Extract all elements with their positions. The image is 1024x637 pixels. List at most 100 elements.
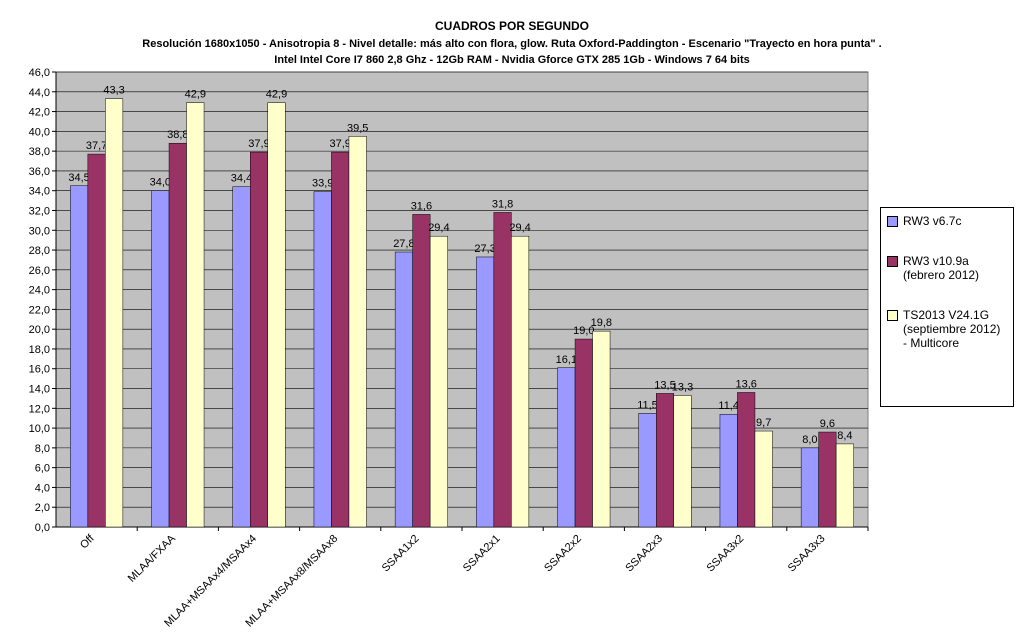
y-tick-label: 16,0 — [29, 364, 50, 376]
x-tick-label: MLAA+MSAAx8/MSAAx8 — [243, 533, 340, 630]
y-tick-label: 18,0 — [29, 344, 50, 356]
legend-label: RW3 v10.9a (febrero 2012) — [903, 254, 980, 282]
y-tick-label: 40,0 — [29, 126, 50, 138]
value-label: 38,8 — [167, 129, 188, 141]
bar — [673, 395, 692, 528]
legend-item: TS2013 V24.1G (septiembre 2012) - Multic… — [887, 308, 1007, 350]
chart-subtitle: Resolución 1680x1050 - Anisotropia 8 - N… — [142, 38, 881, 50]
bar — [105, 98, 124, 528]
value-label: 34,4 — [231, 173, 252, 185]
bar — [87, 153, 106, 528]
bar — [754, 430, 773, 528]
y-tick-label: 36,0 — [29, 166, 50, 178]
value-label: 37,9 — [248, 138, 269, 150]
value-label: 9,6 — [820, 418, 835, 430]
value-label: 19,0 — [573, 325, 594, 337]
bar — [656, 393, 674, 528]
x-tick-label: SSAA3x3 — [786, 533, 828, 575]
y-tick-label: 34,0 — [29, 186, 50, 198]
legend-swatch — [887, 310, 898, 321]
legend-swatch — [887, 256, 898, 267]
y-tick-label: 28,0 — [29, 245, 50, 257]
y-tick-label: 42,0 — [29, 107, 50, 119]
value-label: 9,7 — [756, 417, 771, 429]
x-tick-label: Off — [78, 532, 97, 551]
value-label: 31,6 — [411, 200, 432, 212]
bar — [151, 190, 170, 528]
legend-item: RW3 v10.9a (febrero 2012) — [887, 254, 1007, 282]
legend-label: TS2013 V24.1G (septiembre 2012) - Multic… — [903, 308, 1001, 350]
chart-subtitle: Intel Intel Core I7 860 2,8 Ghz - 12Gb R… — [274, 54, 749, 66]
y-tick-label: 24,0 — [29, 285, 50, 297]
bar — [818, 431, 837, 528]
bar — [592, 330, 611, 528]
value-label: 8,0 — [802, 434, 817, 446]
bar — [638, 413, 657, 528]
bar — [835, 443, 854, 528]
value-label: 31,8 — [492, 198, 513, 210]
legend: RW3 v6.7c RW3 v10.9a (febrero 2012) TS2013… — [880, 207, 1014, 407]
x-tick-label: SSAA2x2 — [542, 533, 584, 575]
value-label: 19,8 — [591, 317, 612, 329]
value-label: 27,8 — [393, 238, 414, 250]
value-label: 34,5 — [68, 172, 89, 184]
value-label: 42,9 — [185, 89, 206, 101]
y-tick-label: 20,0 — [29, 324, 50, 336]
x-tick-label: SSAA3x2 — [705, 533, 747, 575]
x-tick-label: MLAA+MSAAx4/MSAAx4 — [162, 533, 259, 630]
y-tick-label: 26,0 — [29, 265, 50, 277]
y-tick-label: 8,0 — [35, 443, 50, 455]
value-label: 29,4 — [509, 222, 530, 234]
bar — [331, 151, 350, 528]
bar — [250, 151, 268, 528]
bar — [719, 413, 738, 528]
bar — [348, 136, 367, 528]
y-tick-label: 4,0 — [35, 482, 50, 494]
bar — [394, 251, 413, 528]
y-tick-label: 44,0 — [29, 87, 50, 99]
bar — [800, 447, 819, 528]
value-label: 13,5 — [654, 379, 675, 391]
value-label: 27,3 — [474, 243, 495, 255]
value-label: 29,4 — [428, 222, 449, 234]
value-label: 39,5 — [347, 122, 368, 134]
y-tick-label: 6,0 — [35, 463, 50, 475]
value-label: 37,7 — [86, 140, 107, 152]
legend-label: RW3 v6.7c — [903, 214, 962, 228]
x-tick-label: SSAA1x2 — [380, 533, 422, 575]
x-tick-label: MLAA/FXAA — [126, 532, 179, 585]
y-tick-label: 10,0 — [29, 423, 50, 435]
value-label: 33,9 — [312, 178, 333, 190]
bar — [574, 338, 593, 528]
bar — [476, 256, 495, 528]
value-label: 42,9 — [266, 89, 287, 101]
value-label: 11,4 — [718, 400, 739, 412]
bar — [412, 214, 431, 528]
bar — [168, 142, 187, 528]
chart-title: CUADROS POR SEGUNDO — [435, 19, 589, 33]
bar — [429, 235, 448, 528]
x-tick-label: SSAA2x1 — [461, 533, 503, 575]
y-tick-label: 0,0 — [35, 522, 50, 534]
y-tick-label: 12,0 — [29, 403, 50, 415]
value-label: 34,0 — [150, 177, 171, 189]
y-tick-label: 38,0 — [29, 146, 50, 158]
bar — [232, 186, 251, 528]
bar — [493, 212, 512, 528]
value-label: 43,3 — [103, 85, 124, 97]
legend-swatch — [887, 216, 898, 227]
bar — [267, 102, 286, 528]
y-tick-label: 32,0 — [29, 205, 50, 217]
value-label: 8,4 — [837, 430, 852, 442]
y-tick-label: 14,0 — [29, 384, 50, 396]
value-label: 13,3 — [672, 381, 693, 393]
value-label: 11,5 — [637, 399, 658, 411]
y-tick-label: 2,0 — [35, 502, 50, 514]
y-tick-label: 22,0 — [29, 304, 50, 316]
y-tick-label: 46,0 — [29, 67, 50, 79]
bar — [313, 191, 332, 528]
legend-item: RW3 v6.7c — [887, 214, 1007, 228]
value-label: 16,1 — [556, 354, 577, 366]
